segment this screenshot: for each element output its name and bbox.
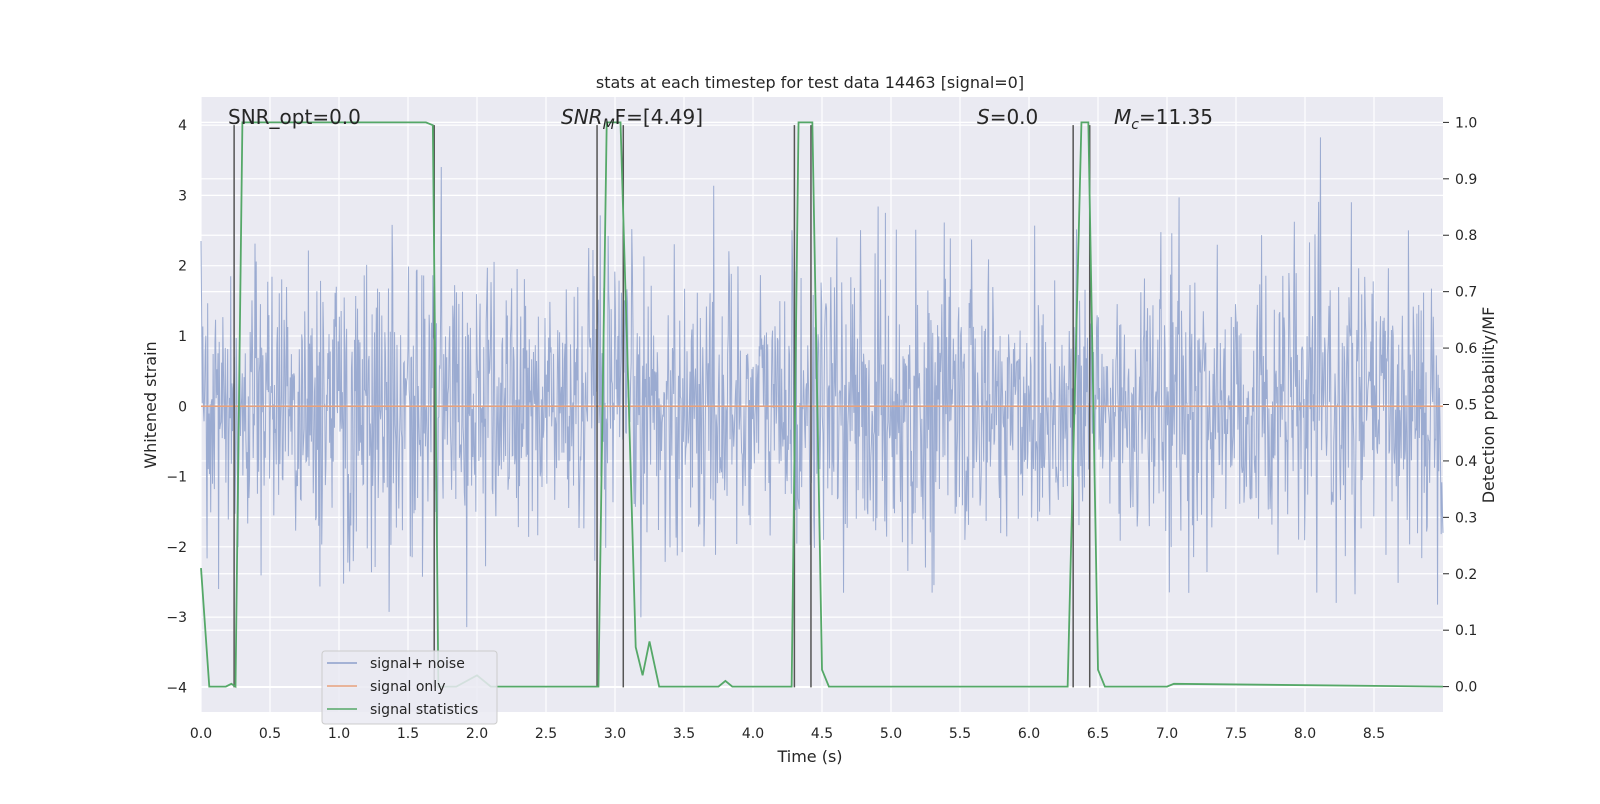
y2-tick-label: 1.0 (1455, 115, 1477, 131)
annotation-snr-mf: SNRMF=[4.49] (561, 105, 703, 133)
annotation-snr-opt: SNR_opt=0.0 (228, 105, 361, 129)
y-tick-label: −3 (166, 610, 187, 626)
y2-tick-label: 0.1 (1455, 623, 1477, 639)
x-tick-label: 7.5 (1225, 726, 1247, 742)
x-tick-label: 0.0 (190, 726, 212, 742)
annotation-snr-mf-main: SNR (561, 105, 603, 129)
y-tick-label: 3 (178, 188, 187, 204)
x-tick-label: 1.0 (328, 726, 350, 742)
x-tick-label: 7.0 (1156, 726, 1178, 742)
y2-tick-label: 0.7 (1455, 285, 1477, 301)
x-tick-label: 5.0 (880, 726, 902, 742)
noise-series (200, 137, 1444, 628)
y-tick-label: 0 (178, 399, 187, 415)
annotation-s-main: S (977, 105, 990, 129)
annotation-mc-main: M (1114, 105, 1131, 129)
legend-box (321, 650, 498, 725)
annotation-mc: Mc=11.35 (1114, 105, 1213, 133)
annotation-s: S=0.0 (977, 105, 1038, 129)
y-tick-label: −1 (166, 470, 187, 486)
y2-tick-label: 0.2 (1455, 567, 1477, 583)
x-tick-label: 6.0 (1018, 726, 1040, 742)
legend-label-statistics: signal statistics (370, 702, 478, 718)
x-tick-label: 3.5 (673, 726, 695, 742)
x-tick-label: 6.5 (1087, 726, 1109, 742)
y-tick-label: 4 (178, 118, 187, 134)
y2-tick-label: 0.3 (1455, 510, 1477, 526)
y-tick-label: 2 (178, 259, 187, 275)
annotation-mc-rest: =11.35 (1139, 105, 1213, 129)
y-tick-label: 1 (178, 329, 187, 345)
x-tick-label: 2.5 (535, 726, 557, 742)
y2-tick-label: 0.9 (1455, 172, 1477, 188)
x-tick-label: 2.0 (466, 726, 488, 742)
axis-ticks: 0.0 0.5 1.0 1.5 2.0 2.5 3.0 3.5 4.0 4.5 5.0 5.5 6.0 6… (166, 115, 1477, 742)
chart-title: stats at each timestep for test data 144… (596, 73, 1024, 92)
annotation-s-rest: =0.0 (990, 105, 1039, 129)
x-tick-label: 0.5 (259, 726, 281, 742)
x-tick-label: 4.0 (742, 726, 764, 742)
y2-tick-label: 0.6 (1455, 341, 1477, 357)
y2-tick-label: 0.4 (1455, 454, 1477, 470)
x-tick-label: 3.0 (604, 726, 626, 742)
series-line-statistics (200, 121, 1444, 689)
annotation-snr-mf-sub: M (603, 117, 615, 133)
x-tick-label: 8.5 (1363, 726, 1385, 742)
legend: signal+ noise signal only signal statist… (321, 650, 498, 725)
legend-label-noise: signal+ noise (370, 656, 465, 672)
x-axis-label: Time (s) (776, 747, 842, 766)
series-line-noise (200, 137, 1444, 628)
x-tick-label: 1.5 (397, 726, 419, 742)
y-tick-label: −2 (166, 540, 187, 556)
annotation-snr-mf-rest: F=[4.49] (615, 105, 703, 129)
x-tick-label: 8.0 (1294, 726, 1316, 742)
statistics-series (200, 121, 1444, 689)
x-tick-label: 5.5 (949, 726, 971, 742)
annotation-mc-sub: c (1131, 117, 1139, 133)
y2-tick-label: 0.5 (1455, 398, 1477, 414)
y2-tick-label: 0.0 (1455, 680, 1477, 696)
legend-label-signal-only: signal only (370, 679, 445, 695)
y2-axis-label: Detection probability/MF (1479, 307, 1498, 504)
y-tick-label: −4 (166, 680, 187, 696)
y-axis-label: Whitened strain (141, 341, 160, 468)
y2-tick-label: 0.8 (1455, 228, 1477, 244)
x-tick-label: 4.5 (811, 726, 833, 742)
